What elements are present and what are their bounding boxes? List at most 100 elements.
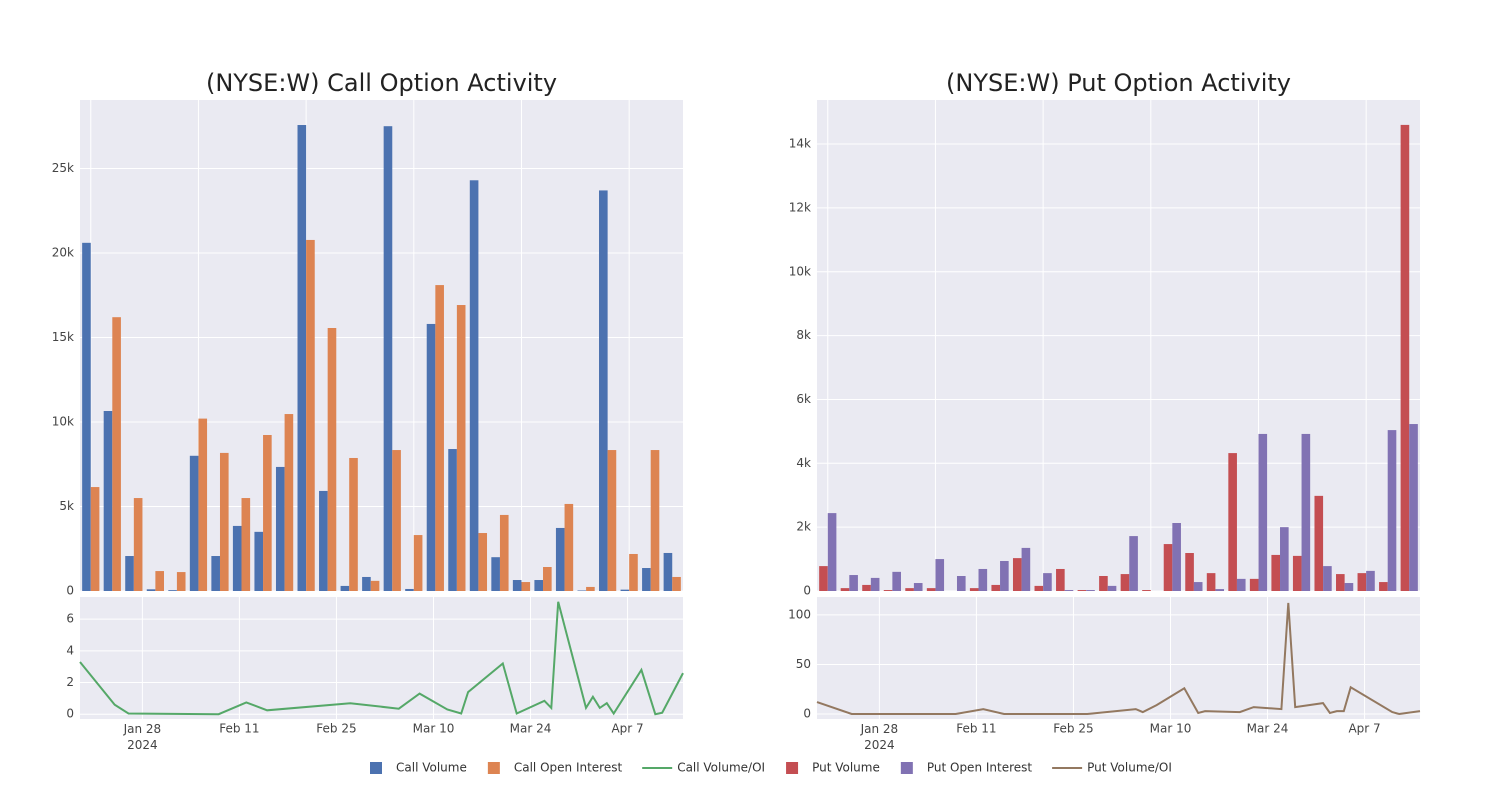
x-tick-label: Feb 25 [1053, 722, 1093, 736]
y-tick-label: 0 [803, 584, 811, 598]
y-tick-label: 14k [789, 137, 811, 151]
y-tick-label: 4 [66, 643, 74, 657]
bar [1215, 589, 1225, 591]
bar [599, 190, 608, 592]
bar [1129, 536, 1138, 591]
x-tick-label: Mar 10 [413, 722, 455, 736]
bar [978, 568, 988, 591]
y-tick-label: 25k [52, 161, 74, 175]
bar [319, 490, 328, 591]
bar [263, 434, 272, 591]
bar [883, 590, 893, 591]
bar [1409, 424, 1418, 591]
bar [827, 513, 837, 591]
bar [521, 582, 531, 591]
bar [1280, 527, 1289, 591]
line [816, 602, 1421, 716]
bar [642, 568, 651, 591]
bar [392, 450, 401, 591]
bar [905, 588, 914, 591]
y-tick-label: 10k [789, 264, 811, 278]
bar [586, 586, 595, 591]
bar [297, 125, 307, 591]
bar [1236, 578, 1246, 591]
bar [448, 449, 457, 591]
y-tick-label: 15k [52, 330, 74, 344]
bar [663, 552, 673, 591]
bar [90, 487, 100, 591]
bar [1172, 523, 1181, 591]
bar [1228, 453, 1237, 591]
y-tick-label: 12k [789, 200, 811, 214]
bar [405, 588, 414, 591]
bar [543, 566, 552, 591]
y-tick-label: 8k [796, 328, 811, 342]
bar [1366, 570, 1375, 591]
bar [512, 580, 522, 591]
bar [1387, 430, 1397, 591]
y-tick-label: 50 [796, 657, 811, 671]
bar [469, 180, 479, 591]
bar [254, 531, 264, 591]
x-tick-label: Feb 11 [956, 722, 996, 736]
bar [1107, 585, 1117, 591]
x-tick-label: Mar 10 [1150, 722, 1192, 736]
bar [211, 556, 220, 591]
x-tick-label: Apr 7 [1348, 722, 1380, 736]
legend-label: Call Volume [396, 761, 467, 775]
x-tick-label: Mar 24 [510, 722, 552, 736]
legend-label: Put Volume/OI [1087, 761, 1172, 775]
bar [219, 452, 229, 591]
x-tick-label: Feb 11 [219, 722, 259, 736]
x-tick-label: Jan 28 2024 [123, 722, 162, 752]
chart-title: (NYSE:W) Call Option Activity [206, 69, 557, 97]
bar [1163, 544, 1173, 591]
x-tick-label: Jan 28 2024 [860, 722, 899, 752]
bar [819, 566, 828, 591]
plot-area [80, 597, 683, 719]
bar [1012, 558, 1022, 591]
bar [1034, 585, 1044, 591]
bar [413, 535, 423, 591]
bar [284, 414, 294, 591]
chart-title: (NYSE:W) Put Option Activity [946, 69, 1291, 97]
bar [168, 590, 177, 591]
bar [1142, 590, 1151, 591]
bar [426, 323, 436, 591]
bar [146, 589, 156, 591]
x-tick-label: Mar 24 [1247, 722, 1289, 736]
legend-label: Call Open Interest [514, 761, 623, 775]
y-tick-label: 6k [796, 392, 811, 406]
bar [1336, 574, 1345, 591]
bar [133, 498, 143, 591]
bar [555, 527, 565, 591]
bar [1271, 554, 1281, 591]
legend-marker [786, 762, 799, 774]
bar [1077, 590, 1087, 591]
bar [862, 584, 871, 591]
bar [672, 576, 681, 591]
bar [1323, 566, 1332, 591]
plot-area [817, 597, 1420, 719]
bar [383, 126, 393, 591]
bar [870, 577, 880, 591]
bar [435, 285, 444, 591]
bar [232, 525, 242, 591]
bar [176, 572, 186, 591]
bar [1314, 495, 1324, 591]
bar [1258, 433, 1268, 591]
bar [112, 317, 121, 591]
line [79, 601, 684, 716]
legend-label: Call Volume/OI [677, 761, 765, 775]
y-tick-label: 20k [52, 245, 74, 259]
bar [1021, 547, 1031, 591]
bar [1120, 574, 1130, 591]
legend-label: Put Open Interest [927, 761, 1033, 775]
bar [241, 498, 251, 591]
bar [491, 557, 500, 591]
bar [1185, 553, 1194, 591]
bar [840, 588, 850, 591]
y-tick-label: 5k [59, 499, 74, 513]
bar [1292, 555, 1302, 591]
